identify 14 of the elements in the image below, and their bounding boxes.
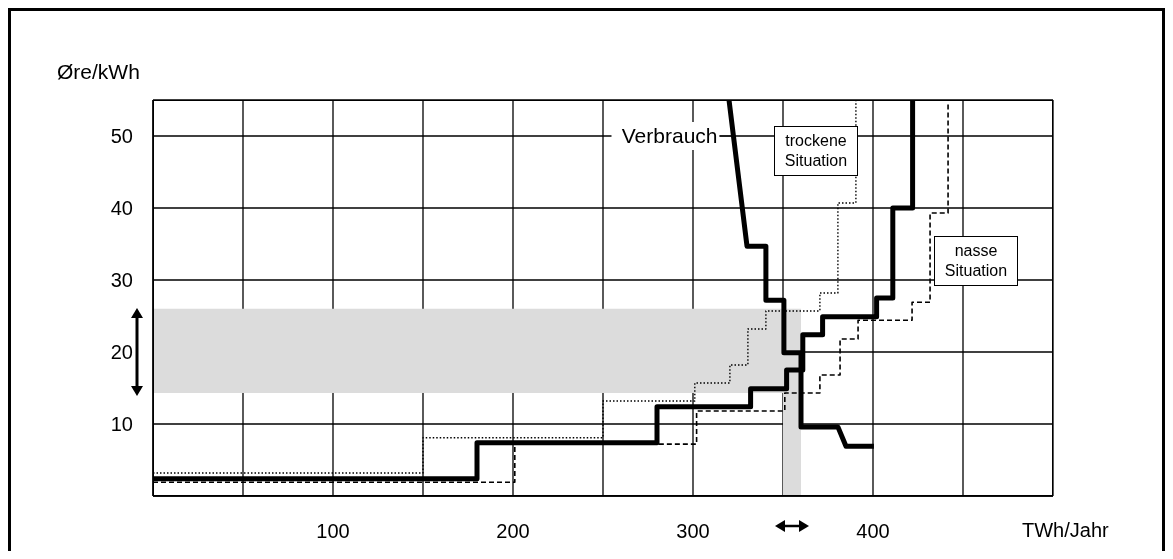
x-tick-label: 200 [496,520,530,543]
y-tick-label: 50 [110,125,133,148]
annotation: trockene Situation [783,131,849,171]
x-tick-label: 100 [316,520,350,543]
x-axis-title: TWh/Jahr [1022,519,1109,542]
y-tick-label: 40 [110,197,133,220]
y-tick-label: 10 [110,413,133,436]
y-tick-label: 20 [110,341,133,364]
y-tick-label: 30 [110,269,133,292]
y-axis-title: Øre/kWh [57,60,140,84]
annotation: Verbrauch [621,124,718,147]
x-tick-label: 400 [856,520,890,543]
annotation: nasse Situation [943,241,1009,281]
x-tick-label: 300 [676,520,710,543]
